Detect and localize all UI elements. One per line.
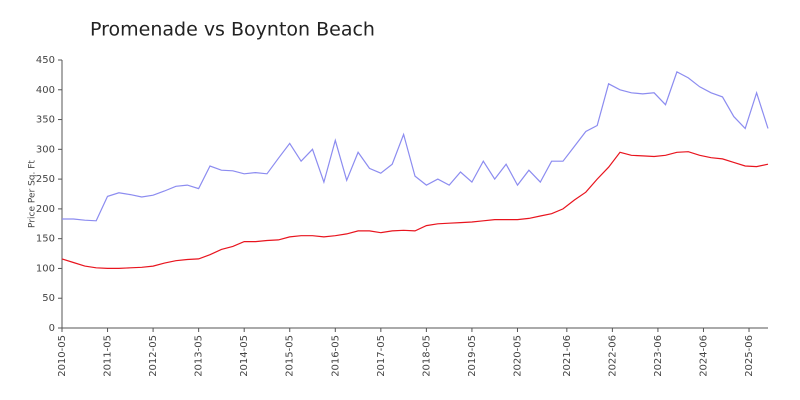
chart-title: Promenade vs Boynton Beach [90,19,375,41]
y-tick-label: 200 [36,204,55,215]
x-tick-label: 2023-06 [653,335,664,377]
y-tick-label: 450 [36,55,55,66]
y-tick-label: 350 [36,115,55,126]
y-tick-label: 50 [42,293,55,304]
y-tick-label: 150 [36,234,55,245]
y-tick-label: 250 [36,174,55,185]
y-tick-label: 0 [49,323,55,334]
y-axis-label: Price Per Sq. Ft [28,160,38,228]
series-line [61,151,769,269]
y-tick-label: 300 [36,144,55,155]
x-tick-label: 2025-06 [744,335,755,377]
x-tick-label: 2020-05 [512,335,523,377]
x-tick-label: 2024-06 [698,335,709,377]
x-tick-label: 2021-06 [562,335,573,377]
y-tick-label: 400 [36,85,55,96]
x-tick-label: 2012-05 [148,335,159,377]
y-tick-label: 100 [36,263,55,274]
x-tick-label: 2018-05 [421,335,432,377]
x-tick-label: 2022-06 [607,335,618,377]
x-tick-label: 2014-05 [239,335,250,377]
x-tick-label: 2015-05 [285,335,296,377]
x-tick-label: 2013-05 [194,335,205,377]
x-tick-label: 2019-05 [467,335,478,377]
x-tick-label: 2016-05 [330,335,341,377]
x-tick-label: 2017-05 [376,335,387,377]
x-tick-label: 2011-05 [103,335,114,377]
x-tick-label: 2010-05 [57,335,68,377]
series-line [62,71,769,222]
